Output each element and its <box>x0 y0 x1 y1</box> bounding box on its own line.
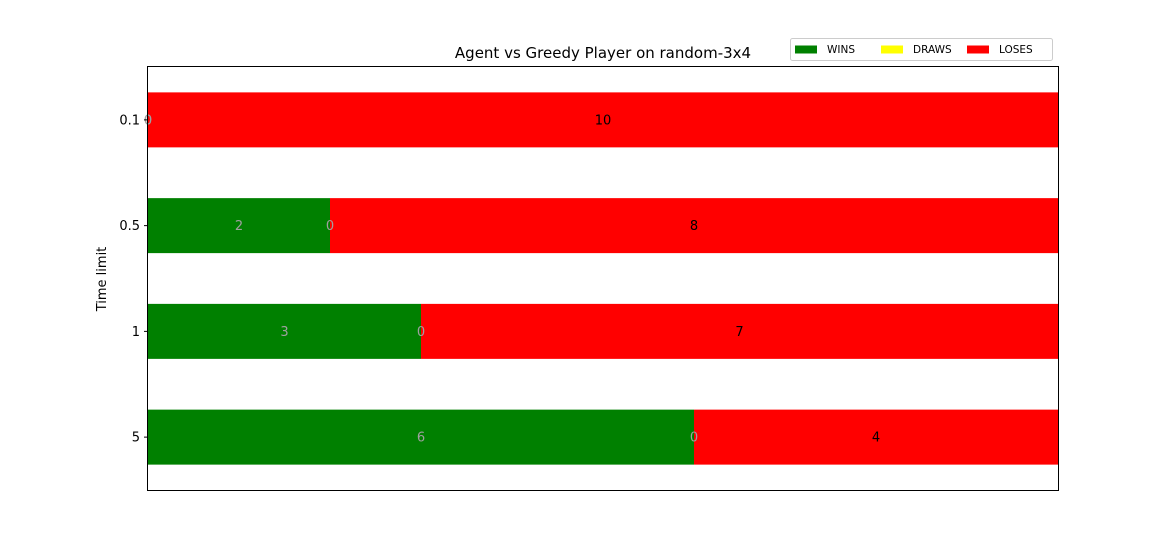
plot-frame <box>147 66 1059 491</box>
data-label-draws-5: 0 <box>690 431 698 446</box>
y-tick-label-0.1: 0.1 <box>119 113 140 128</box>
data-label-draws-1: 0 <box>417 325 425 340</box>
data-label-loses-0.5: 8 <box>690 219 698 234</box>
legend: WINS DRAWS LOSES <box>790 38 1053 61</box>
bar-wins-5 <box>148 409 694 465</box>
bar-loses-5 <box>694 409 1058 465</box>
data-label-draws-0.5: 0 <box>326 219 334 234</box>
bar-wins-0.5 <box>148 198 330 254</box>
chart-title: Agent vs Greedy Player on random-3x4 <box>455 44 751 62</box>
legend-swatch-loses <box>967 45 989 54</box>
data-label-loses-1: 7 <box>735 325 743 340</box>
data-label-wins-1: 3 <box>280 325 288 340</box>
bar-loses-0.1 <box>148 92 1058 148</box>
bar-wins-1 <box>148 303 421 359</box>
y-tick-label-0.5: 0.5 <box>119 219 140 234</box>
legend-items: WINS DRAWS LOSES <box>795 44 1033 56</box>
data-labels-layer: 00 102 0 83 0 76 0 4 <box>144 113 880 445</box>
legend-box <box>790 38 1053 61</box>
bar-loses-0.5 <box>330 198 1058 254</box>
legend-label-loses: LOSES <box>999 44 1033 56</box>
data-label-wins-5: 6 <box>417 431 425 446</box>
y-tick-label-1: 1 <box>132 325 140 340</box>
data-label-loses-5: 4 <box>872 431 880 446</box>
legend-label-wins: WINS <box>827 44 855 56</box>
legend-label-draws: DRAWS <box>913 44 952 56</box>
y-tick-label-5: 5 <box>132 431 140 446</box>
data-label-wins-0.5: 2 <box>235 219 243 234</box>
legend-swatch-wins <box>795 45 817 54</box>
y-axis-label: Time limit <box>95 247 110 313</box>
bars-layer <box>148 92 1058 465</box>
legend-swatch-draws <box>881 45 903 54</box>
data-label-loses-0.1: 10 <box>595 113 612 128</box>
y-ticks-layer: 0.1 0.5 1 5 <box>119 113 148 446</box>
bar-loses-1 <box>421 303 1058 359</box>
